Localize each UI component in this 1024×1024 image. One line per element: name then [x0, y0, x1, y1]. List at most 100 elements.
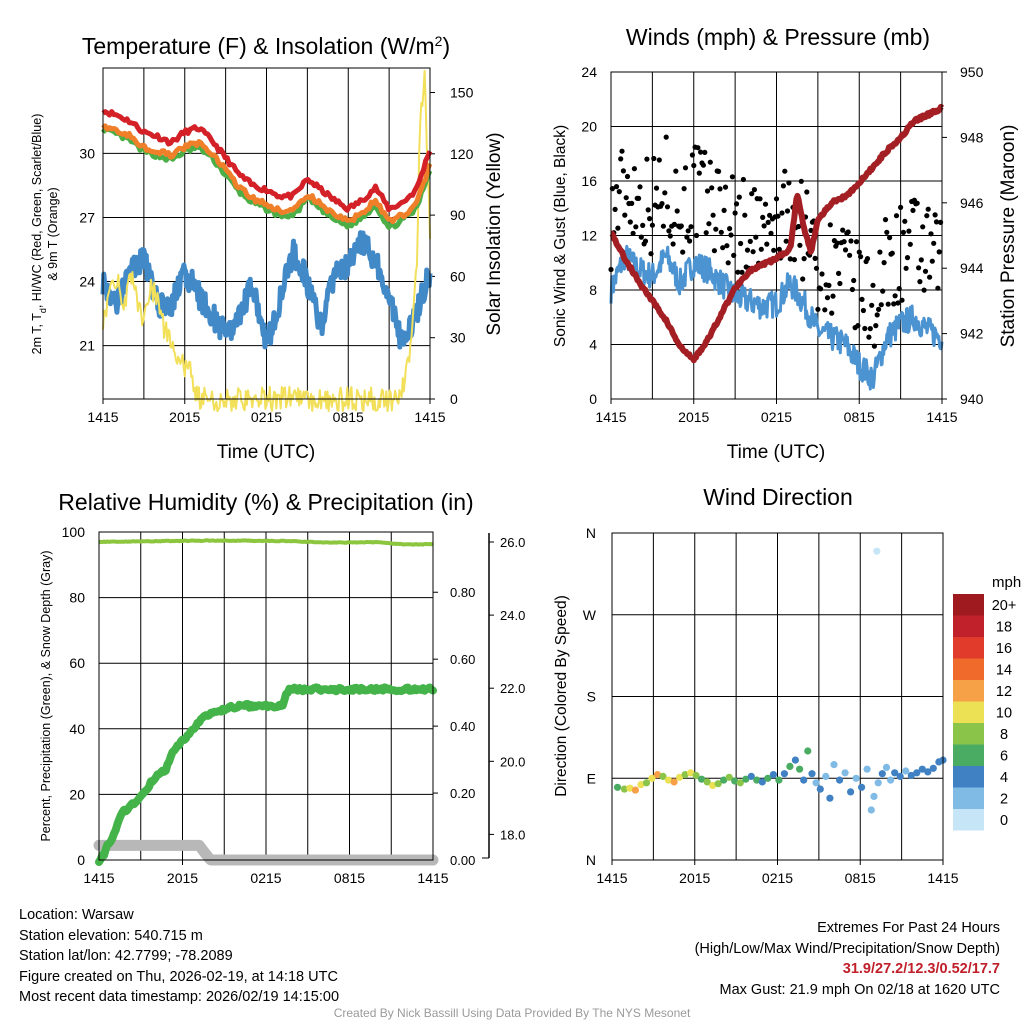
gust-point: [902, 218, 908, 224]
x-tick-label: 0815: [334, 870, 365, 886]
wind-direction-point: [870, 792, 878, 801]
series-line-precipitation: [95, 683, 437, 866]
gust-point: [749, 191, 755, 197]
y-tick-label: 24: [581, 64, 597, 80]
gust-point: [822, 307, 828, 313]
gust-point: [800, 276, 806, 282]
x-tick-label: 1415: [87, 409, 118, 425]
legend-swatch: [953, 594, 984, 616]
wind-direction-point: [878, 770, 886, 778]
wind-direction-point: [847, 788, 855, 796]
wind-direction-point: [816, 785, 824, 793]
gust-point: [722, 184, 729, 190]
gust-point: [848, 238, 854, 244]
y-tick-label: 20: [581, 119, 597, 135]
y-tick-label: 20: [69, 786, 85, 802]
gust-point: [933, 219, 940, 225]
wind-direction-point: [812, 779, 820, 787]
y2-tick-label: 942: [960, 326, 984, 342]
gust-point: [691, 162, 697, 169]
gust-point: [709, 185, 715, 191]
y3-tick-label: 22.0: [500, 681, 525, 696]
y2-tick-label: 0.20: [450, 786, 475, 801]
legend-label: 10: [996, 706, 1012, 722]
gust-point: [876, 306, 882, 312]
gust-point: [929, 258, 935, 264]
wind-direction-point: [808, 770, 816, 778]
y-tick-label: E: [587, 770, 596, 786]
series-line-sonic-wind: [609, 244, 944, 391]
wind-direction-point: [780, 770, 789, 778]
wind-direction-point: [929, 764, 937, 772]
gust-point: [762, 201, 769, 207]
wind-direction-point: [822, 772, 830, 781]
wind-direction-point: [873, 547, 881, 555]
gust-point: [724, 243, 730, 249]
y-tick-label: 40: [69, 721, 85, 737]
gust-point: [615, 225, 621, 231]
wind-direction-point: [642, 779, 651, 787]
gust-point: [874, 312, 880, 318]
winds-pressure-panel: Winds (mph) & Pressure (mb) 1415 2015 0215 0…: [552, 24, 1019, 463]
gust-point: [718, 229, 724, 235]
gust-point: [829, 310, 835, 316]
legend-label: 16: [996, 641, 1012, 657]
gust-point: [648, 251, 654, 257]
gust-point: [716, 168, 722, 174]
gust-point: [782, 168, 788, 174]
gust-point: [864, 256, 871, 262]
credit-text: Created By Nick Bassill Using Data Provi…: [333, 1006, 691, 1020]
gust-point: [847, 252, 853, 258]
y-tick-label: 12: [581, 228, 597, 244]
gust-point: [736, 194, 742, 200]
gust-point: [612, 206, 618, 212]
gust-point: [711, 248, 718, 254]
gust-point: [742, 212, 748, 218]
y-tick-label: 0: [589, 391, 597, 407]
x-tick-label: 1415: [595, 409, 626, 425]
y-tick-label: 16: [581, 173, 597, 189]
gust-point: [765, 219, 771, 225]
temp-y-axis-title: 2m T, Td, HI/WC (Red, Green, Scarlet/Blu…: [30, 114, 48, 355]
gust-point: [623, 195, 629, 201]
y-tick-label: 100: [62, 524, 86, 540]
gust-point: [873, 323, 879, 329]
gust-point: [662, 190, 668, 196]
wind-direction-point: [858, 783, 866, 791]
winds-chart-title: Winds (mph) & Pressure (mb): [626, 24, 930, 50]
gust-point: [640, 222, 646, 228]
gust-point: [796, 223, 802, 230]
y-tick-label: N: [586, 525, 596, 541]
wind-direction-point: [720, 776, 728, 784]
gust-point: [768, 230, 774, 236]
series-line-9m-t-orange: [101, 123, 433, 225]
gust-point: [797, 242, 803, 248]
wind-direction-point: [687, 769, 695, 777]
gust-point: [818, 286, 824, 292]
gust-point: [685, 228, 691, 234]
gust-point: [904, 255, 911, 261]
wind-direction-point: [796, 765, 804, 773]
latlon-text: Station lat/lon: 42.7799; -78.2089: [19, 948, 233, 964]
wind-direction-point: [913, 769, 921, 777]
gust-point: [707, 159, 713, 165]
gust-point: [867, 326, 873, 332]
gust-point: [928, 231, 934, 237]
wind-direction-point: [791, 756, 800, 764]
gust-point: [776, 246, 782, 252]
gust-point: [834, 240, 840, 246]
gust-point: [898, 204, 904, 210]
wind-direction-point: [830, 761, 838, 769]
y2-tick-label: 948: [960, 129, 984, 145]
gust-point: [871, 343, 878, 349]
gust-point: [760, 214, 766, 220]
gust-point: [856, 249, 862, 255]
gust-point: [870, 282, 876, 288]
legend-swatch: [953, 658, 984, 680]
x-tick-label: 1415: [417, 870, 448, 886]
y-tick-label: N: [586, 852, 596, 868]
gust-point: [642, 238, 649, 244]
wind-direction-plot-frame: [611, 532, 944, 861]
wind-direction-point: [637, 781, 645, 789]
temp-y2-axis-title: Solar Insolation (Yellow): [484, 132, 505, 335]
